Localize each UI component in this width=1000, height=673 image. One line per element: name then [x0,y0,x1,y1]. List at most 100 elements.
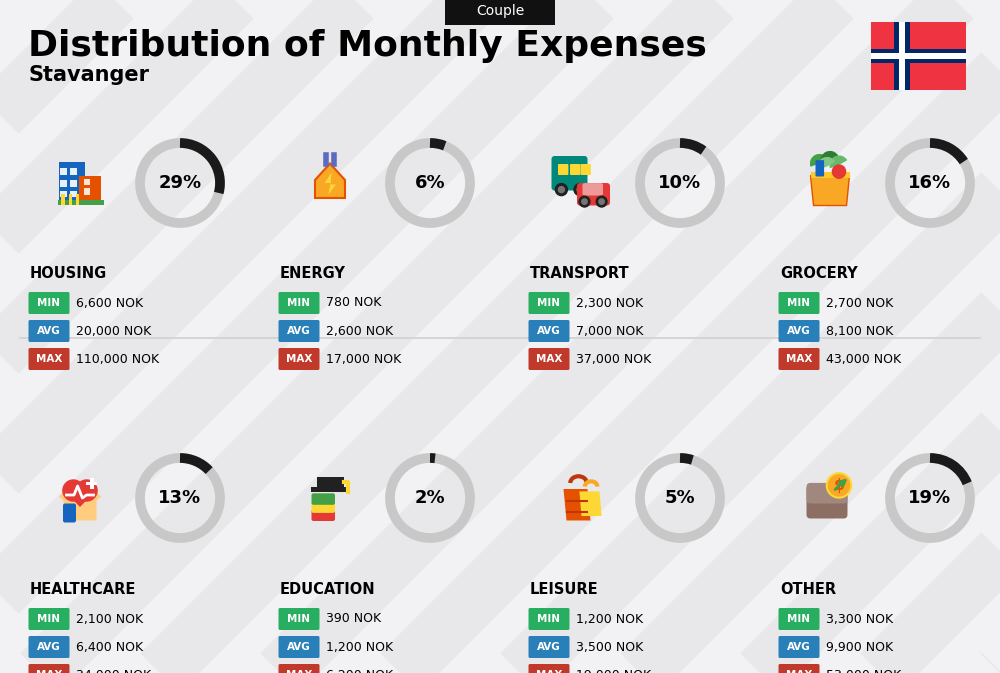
Text: MAX: MAX [536,670,562,673]
Polygon shape [316,477,344,487]
Text: AVG: AVG [537,642,561,652]
Wedge shape [810,154,828,167]
Text: 2,300 NOK: 2,300 NOK [576,297,643,310]
FancyBboxPatch shape [59,162,84,204]
FancyBboxPatch shape [778,348,820,370]
FancyBboxPatch shape [61,194,65,205]
FancyBboxPatch shape [310,487,350,492]
Text: 3,300 NOK: 3,300 NOK [826,612,893,625]
FancyBboxPatch shape [778,292,820,314]
Text: MIN: MIN [788,298,810,308]
FancyBboxPatch shape [278,320,320,342]
Text: AVG: AVG [37,642,61,652]
FancyBboxPatch shape [78,176,101,204]
Text: AVG: AVG [787,326,811,336]
Text: HOUSING: HOUSING [30,266,107,281]
Text: 53,000 NOK: 53,000 NOK [826,668,901,673]
Text: 13%: 13% [158,489,202,507]
Text: MAX: MAX [36,670,62,673]
Wedge shape [829,155,847,168]
FancyBboxPatch shape [278,292,320,314]
Polygon shape [64,490,96,507]
FancyBboxPatch shape [312,509,335,521]
Text: AVG: AVG [287,642,311,652]
FancyBboxPatch shape [60,190,66,197]
Polygon shape [564,489,590,520]
Text: 2,600 NOK: 2,600 NOK [326,324,393,337]
Text: 10%: 10% [658,174,702,192]
FancyBboxPatch shape [570,164,580,175]
FancyBboxPatch shape [778,320,820,342]
FancyBboxPatch shape [778,608,820,630]
FancyBboxPatch shape [60,168,66,174]
FancyBboxPatch shape [312,493,335,505]
Text: 16%: 16% [908,174,952,192]
Text: 8,100 NOK: 8,100 NOK [826,324,893,337]
Circle shape [574,184,586,196]
FancyBboxPatch shape [778,664,820,673]
Text: 37,000 NOK: 37,000 NOK [576,353,651,365]
FancyBboxPatch shape [806,485,848,518]
Circle shape [76,480,97,501]
Text: HEALTHCARE: HEALTHCARE [30,581,136,596]
FancyBboxPatch shape [70,168,77,174]
Text: MAX: MAX [286,354,312,364]
Text: MIN: MIN [788,614,810,624]
Text: MIN: MIN [288,298,310,308]
FancyBboxPatch shape [70,190,77,197]
Text: ENERGY: ENERGY [280,266,346,281]
FancyBboxPatch shape [69,194,72,205]
Text: Stavanger: Stavanger [28,65,149,85]
FancyBboxPatch shape [552,156,588,190]
FancyBboxPatch shape [28,608,70,630]
Text: 5%: 5% [665,489,695,507]
FancyBboxPatch shape [278,636,320,658]
Wedge shape [817,157,835,170]
Text: 9,900 NOK: 9,900 NOK [826,641,893,653]
FancyBboxPatch shape [86,481,97,485]
Polygon shape [579,491,602,516]
Text: MIN: MIN [38,614,60,624]
Text: MIN: MIN [288,614,310,624]
Text: 6,200 NOK: 6,200 NOK [326,668,393,673]
FancyBboxPatch shape [278,664,320,673]
Text: GROCERY: GROCERY [780,266,858,281]
Text: MIN: MIN [38,298,60,308]
FancyBboxPatch shape [778,636,820,658]
Text: $: $ [834,478,844,493]
Text: 390 NOK: 390 NOK [326,612,381,625]
FancyBboxPatch shape [58,200,104,205]
Circle shape [596,197,607,207]
Text: 43,000 NOK: 43,000 NOK [826,353,901,365]
Text: AVG: AVG [537,326,561,336]
FancyBboxPatch shape [445,0,555,25]
FancyBboxPatch shape [870,53,966,59]
Text: 6,400 NOK: 6,400 NOK [76,641,143,653]
Circle shape [599,199,604,205]
FancyBboxPatch shape [528,636,570,658]
FancyBboxPatch shape [582,183,603,195]
Polygon shape [315,164,345,198]
Text: MAX: MAX [786,670,812,673]
Text: 2%: 2% [415,489,445,507]
FancyBboxPatch shape [84,188,90,195]
Text: 2,700 NOK: 2,700 NOK [826,297,893,310]
FancyBboxPatch shape [580,164,591,175]
Text: 1,200 NOK: 1,200 NOK [326,641,393,653]
Text: MIN: MIN [538,298,560,308]
Circle shape [577,186,583,192]
FancyBboxPatch shape [278,348,320,370]
FancyBboxPatch shape [806,483,848,503]
FancyBboxPatch shape [76,194,79,205]
Text: LEISURE: LEISURE [530,581,599,596]
Polygon shape [810,176,850,205]
FancyBboxPatch shape [870,22,966,90]
FancyBboxPatch shape [28,636,70,658]
FancyBboxPatch shape [70,180,77,186]
FancyBboxPatch shape [312,501,335,513]
FancyBboxPatch shape [528,608,570,630]
FancyBboxPatch shape [60,180,66,186]
Circle shape [582,199,587,205]
Circle shape [558,186,564,192]
FancyBboxPatch shape [28,292,70,314]
